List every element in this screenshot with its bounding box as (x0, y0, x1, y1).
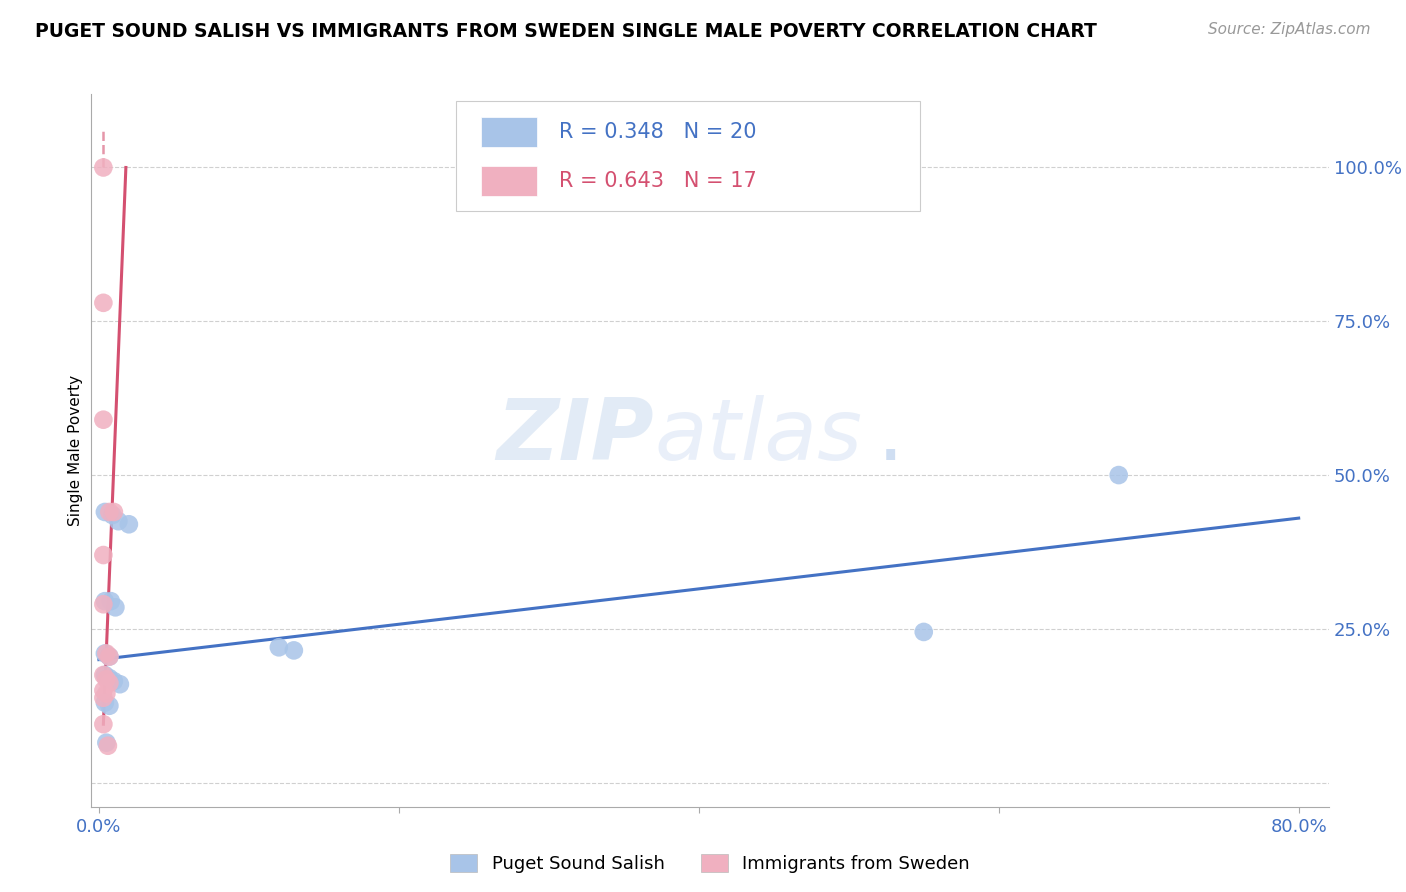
Text: R = 0.643   N = 17: R = 0.643 N = 17 (560, 170, 756, 191)
Text: atlas: atlas (654, 394, 862, 478)
Point (93, 413, 115, 427)
Point (267, 640, 290, 655)
Point (93, 548, 115, 562)
Point (93, 668, 115, 682)
Point (96, 686, 118, 700)
Text: R = 0.348   N = 20: R = 0.348 N = 20 (560, 122, 756, 142)
Legend: Puget Sound Salish, Immigrants from Sweden: Puget Sound Salish, Immigrants from Swed… (443, 847, 977, 880)
Point (94, 505, 117, 519)
Point (98, 649, 121, 664)
Point (100, 594, 122, 608)
Point (94, 668, 117, 682)
Point (94, 647, 117, 661)
Point (96, 736, 118, 750)
Point (1108, 468, 1130, 483)
Point (98, 676, 121, 690)
FancyBboxPatch shape (481, 166, 537, 195)
Point (104, 600, 127, 615)
Point (93, 717, 115, 731)
Point (98, 649, 121, 664)
Point (107, 514, 129, 528)
Point (98, 671, 121, 685)
Point (108, 677, 131, 691)
FancyBboxPatch shape (481, 117, 537, 147)
Point (93, 161, 115, 175)
Point (93, 295, 115, 310)
Point (103, 505, 125, 519)
Text: .: . (877, 394, 904, 478)
Point (96, 647, 118, 661)
Point (98, 505, 121, 519)
Point (96, 673, 118, 687)
Point (912, 624, 935, 639)
Point (103, 674, 125, 689)
Point (94, 696, 117, 710)
Point (97, 739, 120, 753)
Point (94, 594, 117, 608)
Point (283, 643, 305, 657)
FancyBboxPatch shape (457, 101, 921, 211)
Text: Source: ZipAtlas.com: Source: ZipAtlas.com (1208, 22, 1371, 37)
Point (93, 690, 115, 705)
Text: PUGET SOUND SALISH VS IMMIGRANTS FROM SWEDEN SINGLE MALE POVERTY CORRELATION CHA: PUGET SOUND SALISH VS IMMIGRANTS FROM SW… (35, 22, 1097, 41)
Y-axis label: Single Male Poverty: Single Male Poverty (67, 375, 83, 526)
Point (98, 698, 121, 713)
Point (118, 517, 141, 532)
Text: ZIP: ZIP (496, 394, 654, 478)
Point (93, 597, 115, 611)
Point (93, 683, 115, 698)
Point (101, 508, 124, 522)
